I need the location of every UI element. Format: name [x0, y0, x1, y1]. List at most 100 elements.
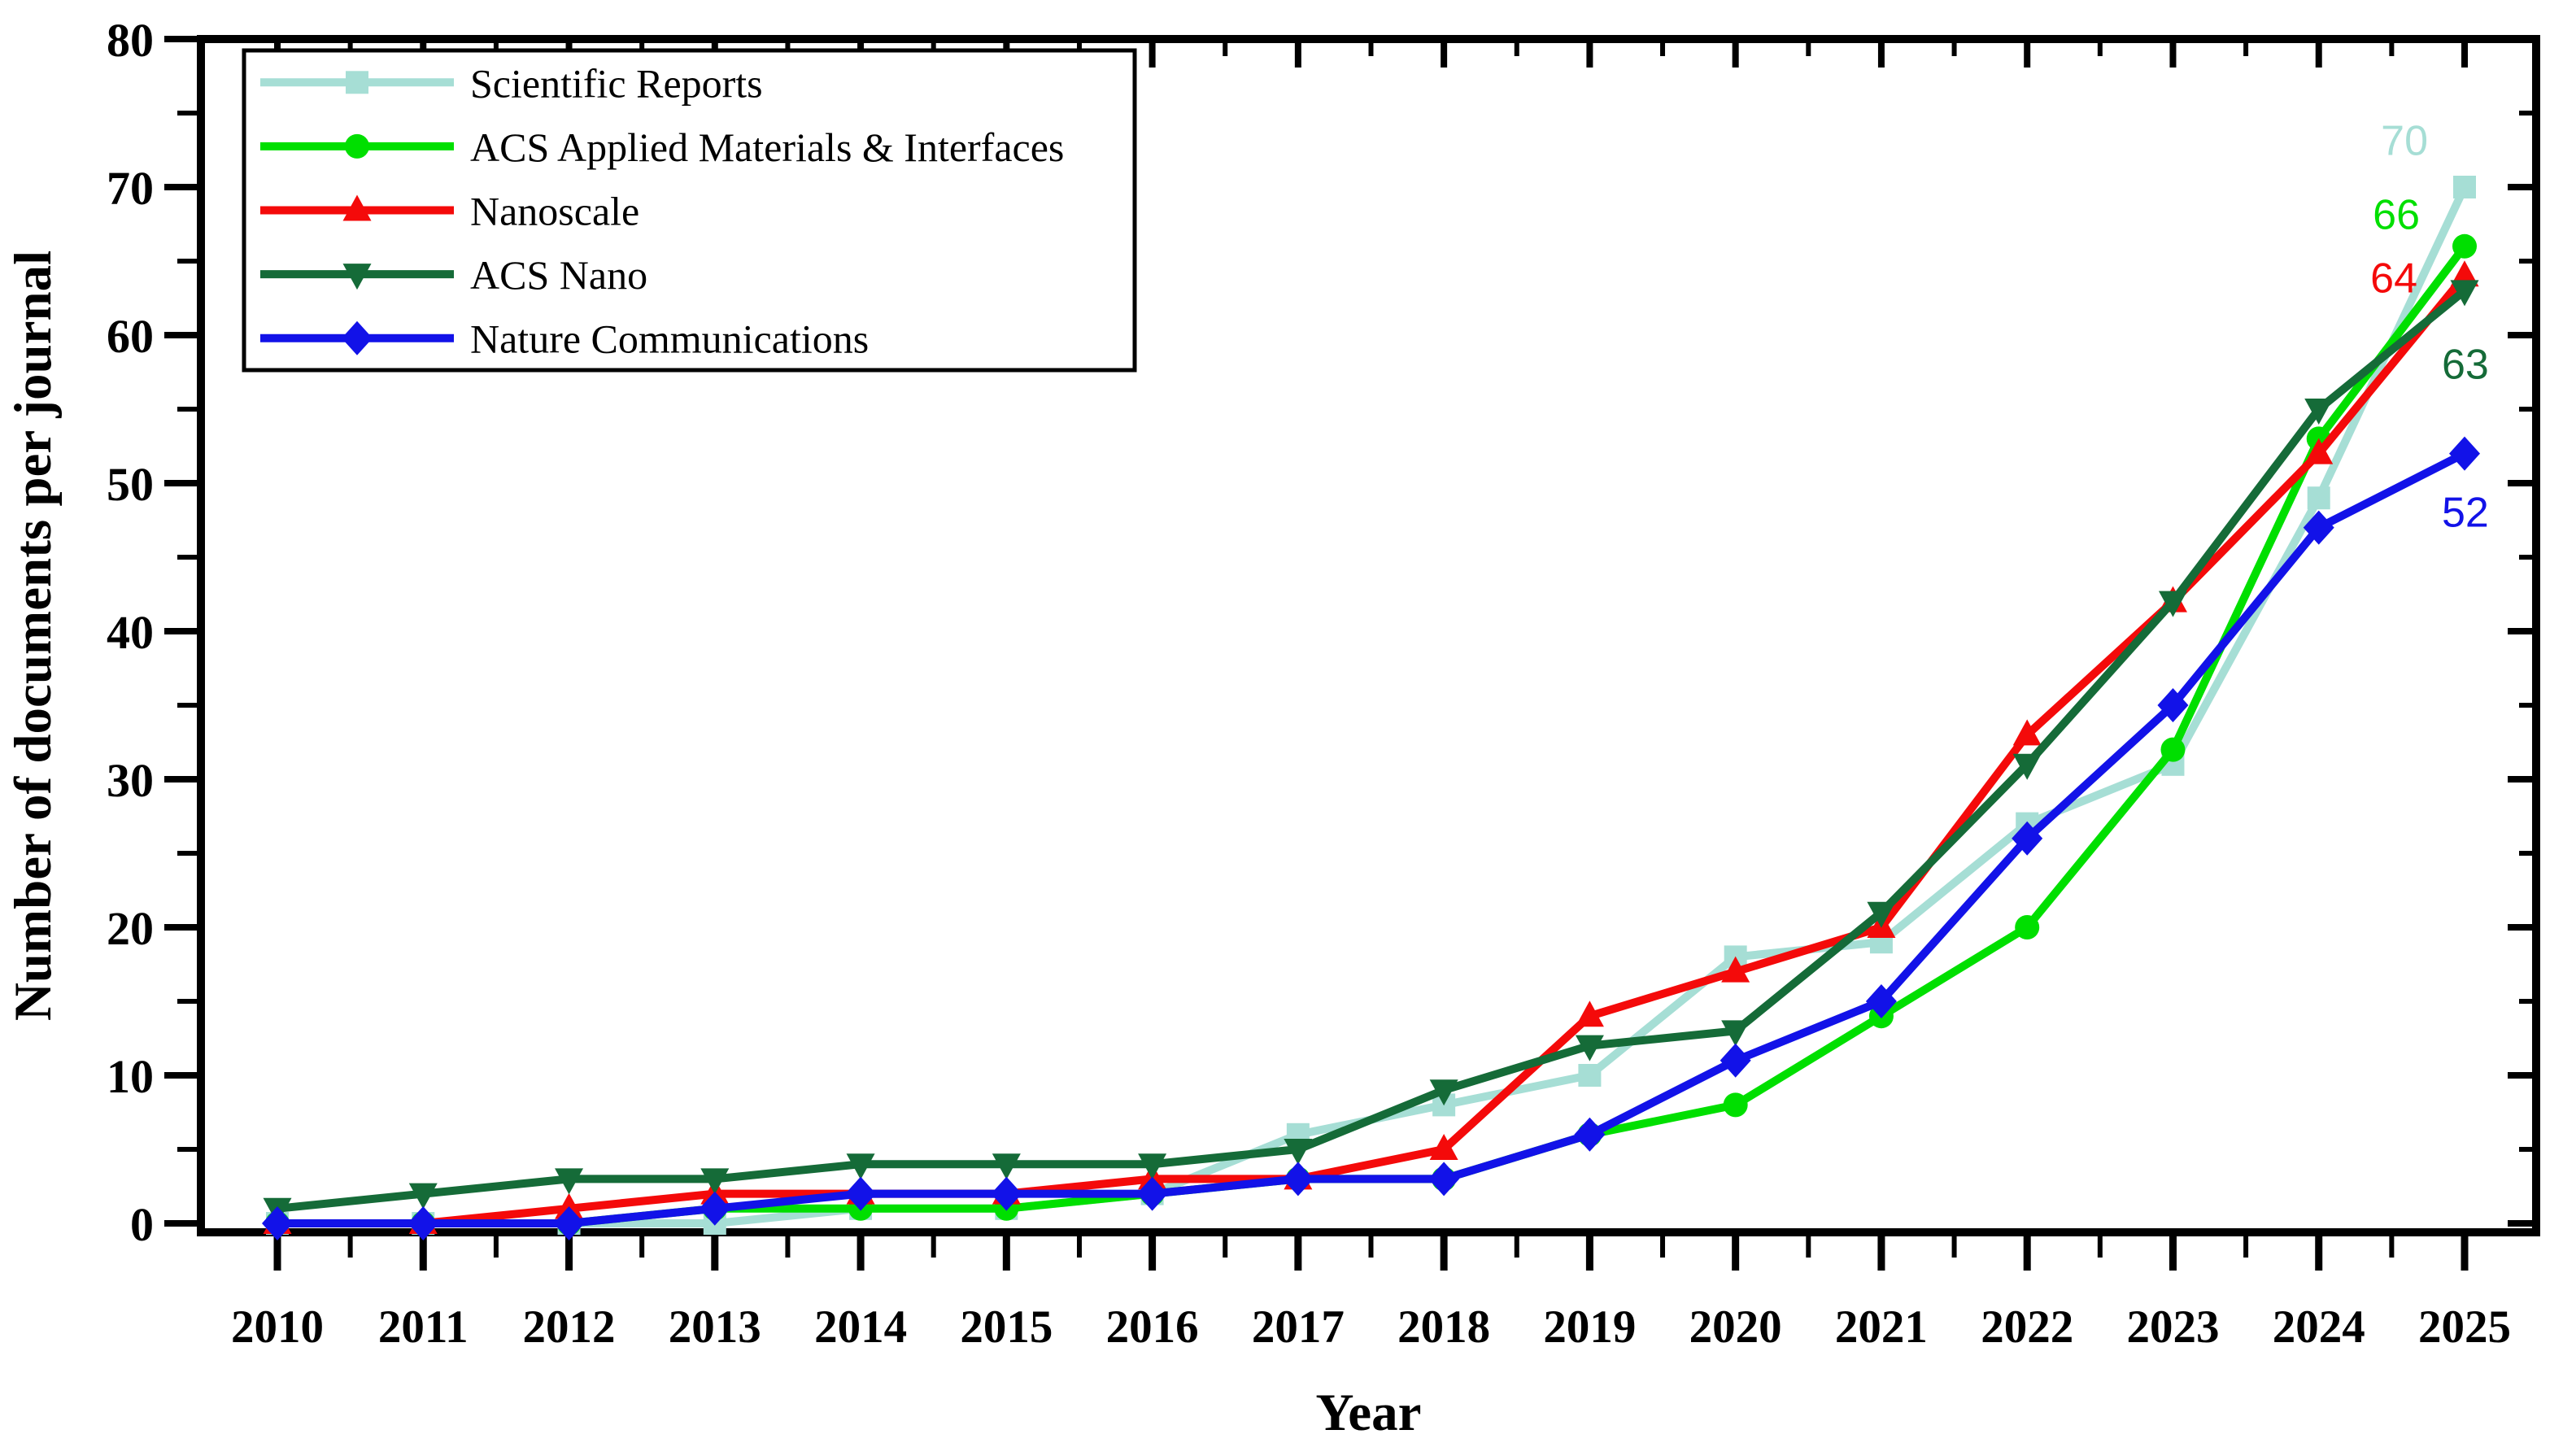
- x-tick-label: 2019: [1543, 1301, 1636, 1353]
- legend-label: Nanoscale: [470, 189, 639, 234]
- data-point-marker: [1721, 1020, 1750, 1047]
- legend-item-nanoscale: Nanoscale: [260, 189, 639, 234]
- data-point-marker: [845, 1176, 877, 1211]
- y-tick-label: 80: [107, 14, 154, 67]
- x-tick-label: 2016: [1106, 1301, 1199, 1353]
- legend-item-nature-communications: Nature Communications: [260, 316, 869, 362]
- data-point-marker: [1578, 1064, 1602, 1087]
- data-point-marker: [1575, 1035, 1604, 1061]
- y-axis-title: Number of documents per journal: [4, 251, 63, 1021]
- axes-group: [197, 35, 2540, 1236]
- data-point-marker: [408, 1206, 439, 1240]
- data-point-marker: [1720, 1043, 1751, 1078]
- x-tick-label: 2011: [378, 1301, 469, 1353]
- x-tick-label: 2025: [2418, 1301, 2511, 1353]
- data-point-marker: [1429, 1134, 1458, 1160]
- data-point-marker: [1575, 1000, 1604, 1027]
- data-point-marker: [555, 1192, 584, 1219]
- data-point-marker: [1138, 1153, 1167, 1180]
- data-point-marker: [2307, 486, 2330, 510]
- x-tick-label: 2014: [814, 1301, 907, 1353]
- plot-border: [197, 35, 2540, 1236]
- series-line: [277, 287, 2468, 1213]
- data-point-marker: [991, 1176, 1022, 1211]
- series-nanoscale: [263, 260, 2479, 1234]
- series-end-value-label: 66: [2373, 192, 2420, 239]
- data-point-marker: [700, 1168, 730, 1195]
- x-tick-label: 2010: [231, 1301, 324, 1353]
- y-tick-label: 20: [107, 902, 154, 955]
- x-axis-ticks: 2010 2011 2012 2013 2014 2015 2016 2017 2018 2019…: [231, 43, 2511, 1353]
- data-point-marker: [2304, 438, 2334, 464]
- data-point-marker: [1428, 1162, 1460, 1197]
- series-end-value-label: 63: [2442, 342, 2489, 389]
- y-tick-label: 0: [130, 1198, 154, 1251]
- data-point-marker: [262, 1206, 293, 1240]
- data-point-marker: [1574, 1117, 1606, 1152]
- y-tick-label: 70: [107, 162, 154, 215]
- data-point-marker: [2012, 821, 2043, 856]
- x-tick-label: 2017: [1252, 1301, 1345, 1353]
- data-point-marker: [2158, 591, 2187, 617]
- y-tick-label: 40: [107, 606, 154, 659]
- data-point-marker: [2450, 260, 2479, 287]
- x-tick-label: 2012: [523, 1301, 616, 1353]
- data-point-marker: [2012, 753, 2042, 780]
- data-point-marker: [1282, 1162, 1314, 1197]
- x-tick-label: 2015: [960, 1301, 1053, 1353]
- data-point-marker: [846, 1153, 875, 1180]
- data-point-marker: [1723, 1092, 1748, 1118]
- data-point-marker: [2157, 688, 2189, 722]
- data-point-marker: [2453, 176, 2477, 198]
- data-point-marker: [2015, 915, 2040, 939]
- legend-label: ACS Applied Materials & Interfaces: [470, 124, 1064, 170]
- data-point-marker: [408, 1183, 438, 1210]
- data-point-marker: [699, 1191, 730, 1226]
- data-point-marker: [992, 1153, 1021, 1180]
- data-point-marker: [1721, 956, 1750, 983]
- data-point-marker: [2449, 436, 2481, 471]
- data-point-marker: [555, 1168, 584, 1195]
- series-end-value-label: 70: [2381, 118, 2428, 165]
- x-tick-label: 2023: [2126, 1301, 2219, 1353]
- data-point-marker: [342, 264, 372, 290]
- data-point-marker: [342, 194, 372, 221]
- data-point-marker: [2452, 233, 2478, 259]
- series-nature-communications: [262, 436, 2481, 1240]
- x-tick-label: 2018: [1397, 1301, 1490, 1353]
- data-point-marker: [1284, 1139, 1313, 1165]
- x-axis-title: Year: [1316, 1384, 1422, 1442]
- data-point-marker: [2160, 737, 2186, 762]
- legend: Scientific Reports ACS Applied Materials …: [242, 48, 1137, 373]
- legend-label: ACS Nano: [470, 252, 647, 298]
- series-end-value-label: 64: [2370, 255, 2417, 303]
- data-point-marker: [553, 1206, 585, 1240]
- y-tick-label: 60: [107, 310, 154, 363]
- data-point-marker: [346, 71, 368, 94]
- y-tick-label: 10: [107, 1050, 154, 1103]
- data-point-marker: [2450, 280, 2479, 307]
- series-line: [277, 450, 2467, 1227]
- data-point-marker: [345, 133, 369, 159]
- data-point-marker: [2012, 719, 2042, 746]
- data-point-marker: [1136, 1176, 1168, 1211]
- data-point-marker: [1867, 901, 1896, 928]
- x-tick-label: 2024: [2273, 1301, 2365, 1353]
- x-tick-label: 2022: [1981, 1301, 2073, 1353]
- x-tick-label: 2021: [1835, 1301, 1928, 1353]
- legend-label: Scientific Reports: [470, 60, 763, 106]
- data-point-marker: [1429, 1079, 1458, 1106]
- data-point-marker: [1865, 984, 1897, 1018]
- series-line: [277, 273, 2468, 1227]
- data-point-marker: [2303, 510, 2334, 545]
- data-point-marker: [2304, 399, 2334, 425]
- legend-item-acs-applied-materials-interfaces: ACS Applied Materials & Interfaces: [260, 124, 1064, 170]
- y-tick-label: 50: [107, 458, 154, 511]
- legend-item-acs-nano: ACS Nano: [260, 252, 647, 298]
- data-point-marker: [342, 320, 373, 355]
- series-acs-nano: [263, 280, 2479, 1224]
- x-tick-label: 2013: [669, 1301, 761, 1353]
- series-end-value-label: 52: [2442, 490, 2489, 537]
